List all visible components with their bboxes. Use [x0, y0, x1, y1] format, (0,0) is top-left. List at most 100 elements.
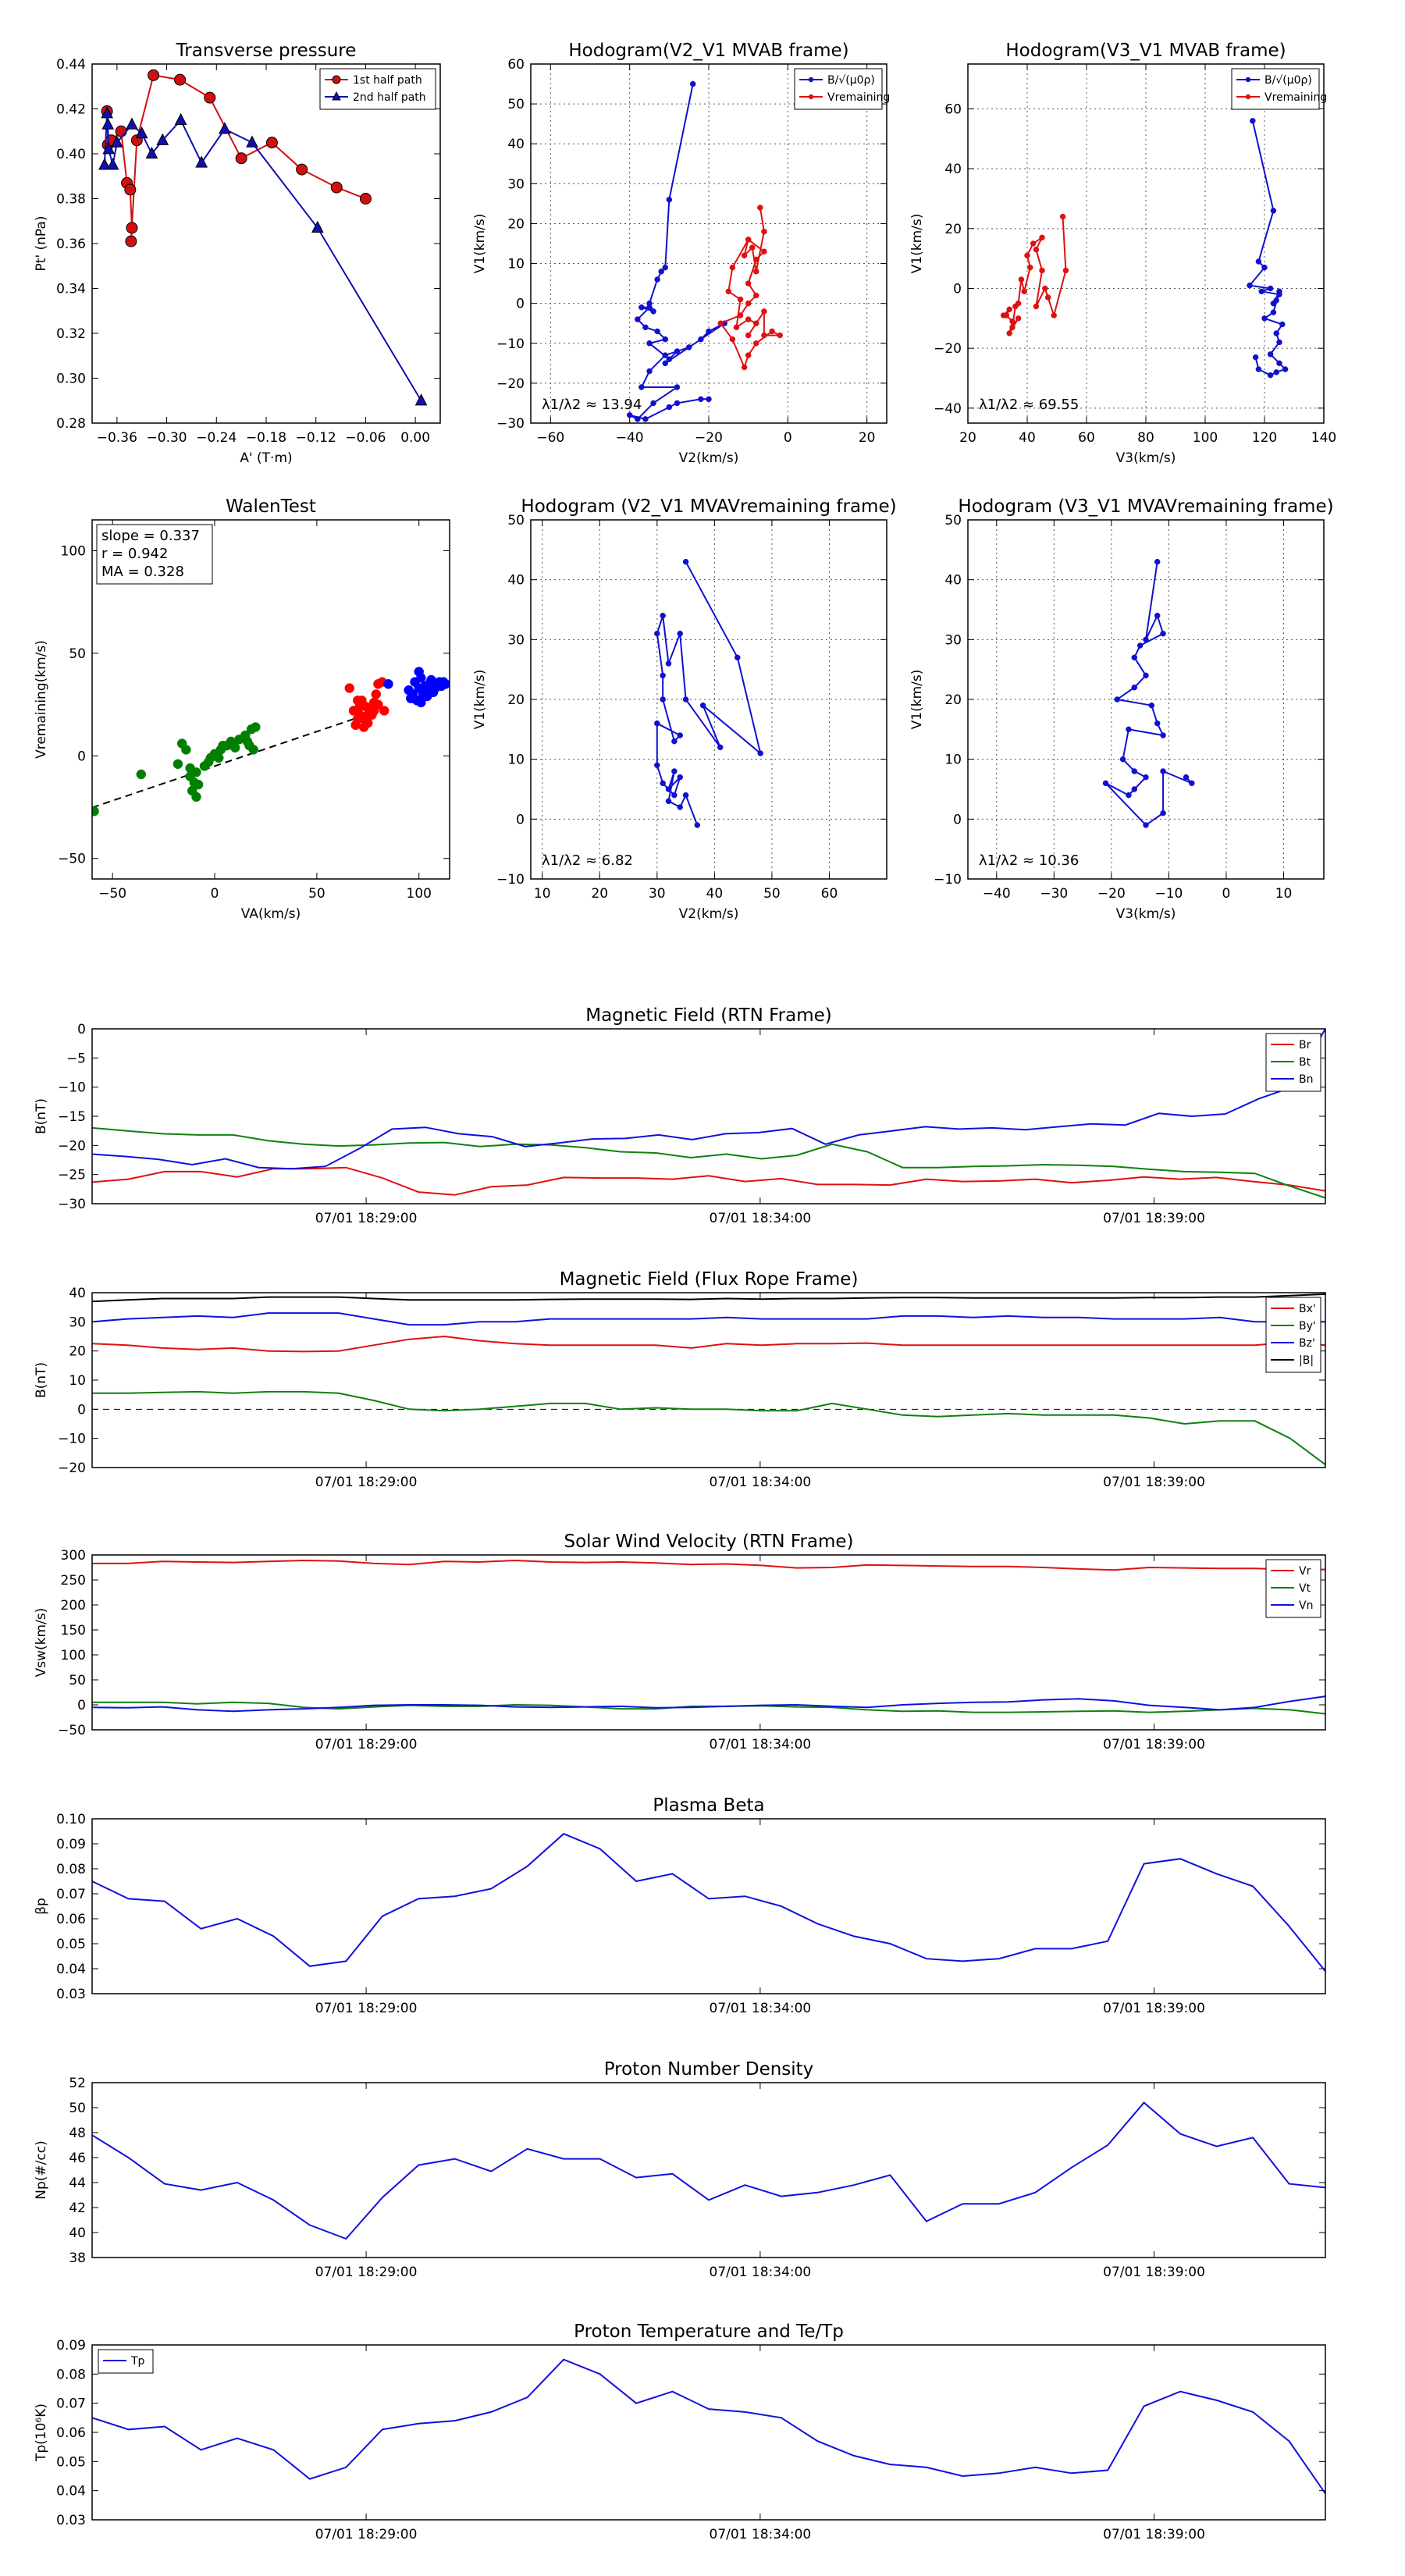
walen-test-series-1-point: [214, 753, 224, 763]
transverse-pressure-legend-marker: [332, 91, 341, 101]
solar-wind-velocity-data: [92, 1559, 1325, 1715]
magnetic-field-rtn-ytick-label: −20: [58, 1138, 86, 1154]
transverse-pressure-legend-label: 2nd half path: [353, 91, 426, 104]
hodogram-v3v1-mvab-legend-box: [1231, 68, 1320, 110]
hodogram-v2v1-mvab-series-2-point: [737, 312, 744, 318]
hodogram-v2v1-mvav-ytick-label: 50: [507, 513, 525, 528]
walen-test-series-2-point: [354, 701, 365, 712]
hodogram-v2v1-mvab-ylabel: V1(km/s): [472, 214, 488, 274]
hodogram-v2v1-mvab-ytick-label: 30: [507, 176, 525, 192]
magnetic-field-flux-rope-legend: Bx' By' Bz' |B|: [1265, 1297, 1321, 1373]
hodogram-v3v1-mvav-series-1-point: [1131, 768, 1138, 774]
hodogram-v2v1-mvab-series-1-point: [662, 352, 669, 358]
walen-test-stat: slope = 0.337: [101, 528, 200, 544]
hodogram-v2v1-mvab-series-1-point: [666, 356, 673, 362]
magnetic-field-flux-rope-ytick-label: 10: [69, 1373, 86, 1389]
transverse-pressure-series-1-point: [174, 73, 187, 86]
hodogram-v2v1-mvab-series-2-point: [725, 288, 732, 295]
hodogram-v3v1-mvav-series-1-point: [1154, 612, 1161, 619]
proton-number-density-title: Proton Number Density: [604, 2059, 814, 2080]
hodogram-v3v1-mvab-series-2-point: [1000, 312, 1007, 318]
proton-number-density-xtick-label: 07/01 18:29:00: [315, 2265, 418, 2280]
walen-test-series-1-point: [92, 806, 99, 817]
walen-test-series-3-point: [422, 685, 432, 696]
transverse-pressure-frame: [91, 63, 441, 424]
walen-test-series-2-point: [373, 699, 383, 710]
transverse-pressure-series-2-point: [246, 135, 258, 148]
hodogram-v2v1-mvab-frame: [530, 63, 887, 424]
hodogram-v3v1-mvab-xtick-label: 20: [959, 430, 976, 446]
walen-test-series-3-point: [383, 679, 393, 689]
proton-temperature-legend: Tp: [98, 2349, 154, 2374]
hodogram-v3v1-mvav-series-1-point: [1126, 792, 1132, 799]
walen-test-ytick-label: 0: [77, 749, 86, 764]
hodogram-v3v1-mvav-series-1-point: [1160, 630, 1166, 637]
hodogram-v2v1-mvab-series-2-point: [745, 237, 752, 243]
magnetic-field-flux-rope-series-2-line: [92, 1390, 1325, 1466]
proton-temperature-xtick-label: 07/01 18:29:00: [315, 2527, 418, 2542]
hodogram-v2v1-mvab-series-2-point: [745, 352, 752, 358]
hodogram-v2v1-mvab-ytick-label: 60: [507, 57, 525, 73]
hodogram-v3v1-mvav-series-1-line: [1104, 561, 1193, 827]
hodogram-v3v1-mvab-xtick-label: 80: [1137, 430, 1154, 446]
hodogram-v3v1-mvab-series-1-point: [1261, 315, 1268, 322]
hodogram-v3v1-mvav-series-1-point: [1114, 696, 1120, 703]
hodogram-v3v1-mvab-legend-marker: [1245, 94, 1251, 100]
hodogram-v2v1-mvab-series-2-point: [757, 205, 763, 211]
walen-test-data: [92, 667, 450, 817]
proton-temperature-xtick-label: 07/01 18:39:00: [1103, 2527, 1205, 2542]
hodogram-v2v1-mvab-series-1-point: [674, 400, 681, 407]
hodogram-v2v1-mvab-series-1-point: [642, 324, 649, 331]
hodogram-v2v1-mvav-series-1-point: [654, 720, 660, 727]
transverse-pressure-series-2-point: [174, 112, 187, 125]
transverse-pressure-ytick-label: 0.36: [56, 237, 86, 252]
hodogram-v2v1-mvav-chart: Hodogram (V2_V1 MVAVremaining frame) 10 20…: [472, 496, 897, 922]
hodogram-v3v1-mvav-xtick-label: −40: [983, 886, 1011, 902]
hodogram-v2v1-mvab-series-2-point: [741, 364, 748, 371]
hodogram-v2v1-mvab-series-1-line: [629, 84, 725, 421]
transverse-pressure-legend: 1st half path 2nd half path: [319, 68, 436, 110]
transverse-pressure-series-2-point: [195, 155, 208, 168]
solar-wind-velocity-ytick-label: 300: [61, 1548, 86, 1564]
magnetic-field-flux-rope-xtick-label: 07/01 18:29:00: [315, 1475, 418, 1490]
magnetic-field-flux-rope-ytick-label: 20: [69, 1344, 86, 1360]
magnetic-field-flux-rope-ytick-label: −20: [58, 1461, 86, 1476]
hodogram-v3v1-mvab-series-1-point: [1279, 321, 1286, 328]
hodogram-v2v1-mvab-series-2-point: [753, 269, 759, 275]
hodogram-v2v1-mvab-series-1-point: [658, 269, 664, 275]
hodogram-v2v1-mvab-series-2-point: [761, 228, 767, 235]
hodogram-v3v1-mvab-series-1-point: [1250, 118, 1256, 124]
hodogram-v3v1-mvab-ytick-label: −20: [934, 341, 962, 357]
hodogram-v2v1-mvab-series-1-point: [662, 264, 669, 271]
proton-temperature-ylabel: Tp(10⁶K): [34, 2403, 49, 2462]
transverse-pressure-title: Transverse pressure: [176, 41, 357, 61]
hodogram-v3v1-mvab-series-1-point: [1276, 288, 1282, 295]
magnetic-field-rtn-chart: Magnetic Field (RTN Frame) 07/01 18:29:00…: [34, 1005, 1326, 1226]
transverse-pressure-series-2-line: [103, 113, 422, 401]
hodogram-v3v1-mvav-ytick-label: 0: [953, 812, 962, 827]
hodogram-v2v1-mvab-xtick-label: 20: [859, 430, 876, 446]
walen-test-series-1-point: [248, 745, 259, 755]
solar-wind-velocity-xtick-label: 07/01 18:29:00: [315, 1737, 418, 1752]
hodogram-v2v1-mvab-series-1-point: [650, 400, 656, 407]
hodogram-v2v1-mvab-series-1-point: [642, 416, 649, 422]
hodogram-v3v1-mvab-series-1-point: [1258, 288, 1264, 295]
proton-temperature-title: Proton Temperature and Te/Tp: [574, 2322, 844, 2342]
hodogram-v2v1-mvav-title: Hodogram (V2_V1 MVAVremaining frame): [521, 496, 896, 517]
hodogram-v2v1-mvav-series-1-point: [677, 774, 683, 781]
walen-test-stats-box: slope = 0.337 r = 0.942 MA = 0.328: [96, 524, 213, 585]
magnetic-field-rtn-ytick-label: −25: [58, 1168, 86, 1183]
magnetic-field-rtn-legend-label: Bt: [1299, 1056, 1311, 1069]
hodogram-v3v1-mvab-series-1-point: [1255, 258, 1262, 265]
hodogram-v3v1-mvav-ytick-label: 40: [944, 573, 962, 589]
walen-test-series-3-point: [416, 697, 426, 708]
hodogram-v3v1-mvab-series-1-point: [1261, 264, 1268, 271]
hodogram-v2v1-mvav-series-1-point: [682, 558, 689, 565]
hodogram-v3v1-mvab-eigen-ratio: λ1/λ2 ≈ 69.55: [979, 397, 1079, 413]
transverse-pressure-data: [98, 69, 428, 406]
hodogram-v2v1-mvav-series-1-point: [665, 798, 672, 805]
transverse-pressure-series-1-point: [235, 152, 247, 165]
magnetic-field-rtn-legend: Br Bt Bn: [1265, 1033, 1321, 1092]
transverse-pressure-xtick-label: −0.06: [345, 430, 386, 446]
walen-test-fit-line: [92, 710, 379, 809]
